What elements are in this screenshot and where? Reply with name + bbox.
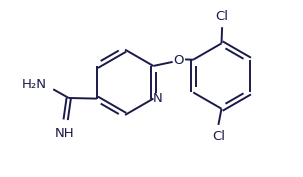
Text: Cl: Cl (212, 130, 225, 142)
Text: O: O (174, 54, 184, 67)
Text: Cl: Cl (216, 10, 229, 22)
Text: N: N (152, 92, 162, 105)
Text: NH: NH (54, 127, 74, 140)
Text: H₂N: H₂N (22, 78, 47, 91)
